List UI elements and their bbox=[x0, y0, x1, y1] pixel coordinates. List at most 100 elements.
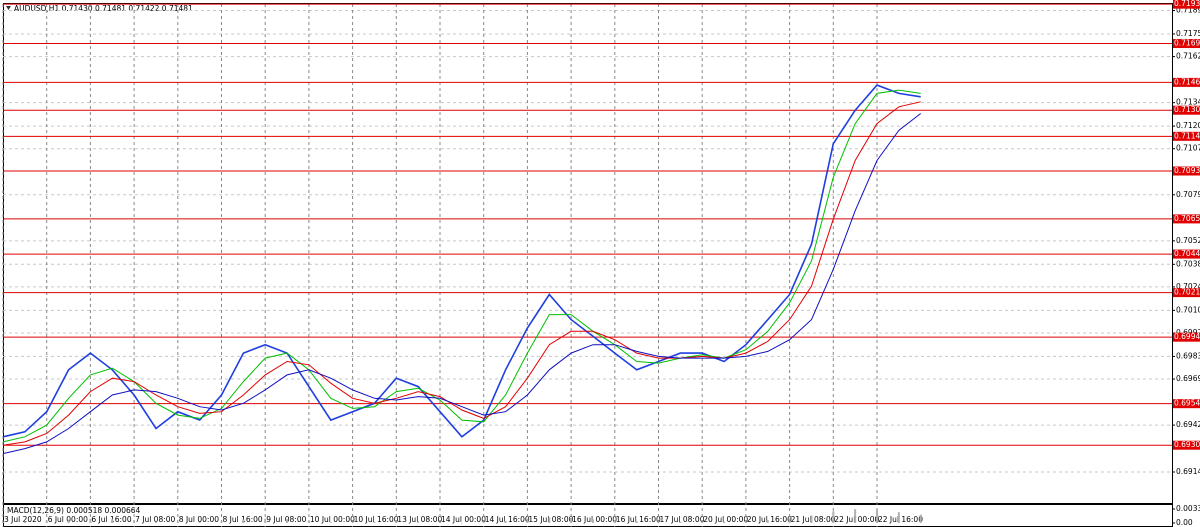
macd-bar bbox=[635, 521, 638, 523]
level-label: 0.71466 bbox=[1174, 77, 1200, 86]
x-tick-label: 16 Jul 16:00 bbox=[616, 515, 661, 524]
macd-bar bbox=[154, 521, 157, 523]
y-tick-label: 0.00335 bbox=[1176, 504, 1200, 513]
macd-bar bbox=[701, 521, 704, 523]
macd-bar bbox=[307, 520, 310, 523]
x-tick-label: 22 Jul 00:00 bbox=[834, 515, 879, 524]
level-label: 0.70937 bbox=[1174, 166, 1200, 175]
x-tick-label: 15 Jul 08:00 bbox=[528, 515, 573, 524]
macd-bar bbox=[548, 517, 551, 523]
y-tick-label: 0.71205 bbox=[1176, 121, 1200, 130]
x-tick-label: 16 Jul 00:00 bbox=[572, 515, 617, 524]
macd-bar bbox=[526, 518, 529, 523]
macd-bar bbox=[897, 512, 900, 523]
level-label-box bbox=[1173, 0, 1200, 9]
macd-bar bbox=[242, 519, 245, 523]
price-line bbox=[2, 84, 921, 438]
macd-bar bbox=[854, 509, 857, 523]
level-label: 0.71144 bbox=[1174, 131, 1200, 140]
level-label: 0.70651 bbox=[1174, 214, 1200, 223]
macd-bar bbox=[111, 519, 114, 523]
level-label: 0.70211 bbox=[1174, 288, 1200, 297]
macd-bar bbox=[613, 520, 616, 523]
level-label: 0.69945 bbox=[1174, 332, 1200, 341]
x-tick-label: 3 Jul 2020 bbox=[4, 515, 42, 524]
y-tick-label: 0.70245 bbox=[1176, 282, 1200, 291]
y-tick-label: 0.00 bbox=[1176, 518, 1193, 527]
level-label-box bbox=[1173, 288, 1200, 298]
macd-bar bbox=[329, 522, 332, 523]
x-tick-label: 8 Jul 16:00 bbox=[223, 515, 263, 524]
level-label: 0.71933 bbox=[1174, 0, 1200, 8]
chart-title: AUDUSD,H1 0.71430 0.71481 0.71422 0.7148… bbox=[14, 4, 193, 13]
macd-bar bbox=[133, 520, 136, 523]
y-tick-label: 0.70105 bbox=[1176, 305, 1200, 314]
macd-bar bbox=[23, 521, 26, 523]
macd-bar bbox=[482, 522, 485, 524]
x-tick-label: 8 Jul 00:00 bbox=[179, 515, 219, 524]
x-tick-label: 14 Jul 16:00 bbox=[485, 515, 530, 524]
level-label-box bbox=[1173, 249, 1200, 259]
level-label-box bbox=[1173, 440, 1200, 450]
macd-bar bbox=[657, 521, 660, 523]
x-tick-label: 10 Jul 00:00 bbox=[310, 515, 355, 524]
macd-bar bbox=[810, 515, 813, 523]
level-label-box bbox=[1173, 214, 1200, 224]
level-label: 0.69548 bbox=[1174, 399, 1200, 408]
macd-bar bbox=[198, 522, 201, 523]
menu-icon[interactable] bbox=[6, 6, 11, 10]
macd-bar bbox=[176, 522, 179, 523]
moving-average bbox=[2, 89, 921, 443]
level-label-box bbox=[1173, 77, 1200, 87]
macd-bar bbox=[89, 518, 92, 523]
x-tick-label: 21 Jul 08:00 bbox=[791, 515, 836, 524]
macd-bar bbox=[788, 518, 791, 523]
macd-bar bbox=[919, 514, 922, 523]
moving-average bbox=[2, 101, 921, 446]
macd-bar bbox=[744, 521, 747, 523]
x-tick-label: 14 Jul 00:00 bbox=[441, 515, 486, 524]
macd-title: MACD(12,26,9) 0.000518 0.000664 bbox=[7, 506, 141, 515]
y-tick-label: 0.71895 bbox=[1176, 6, 1200, 15]
level-label: 0.71698 bbox=[1174, 39, 1200, 48]
x-tick-label: 17 Jul 08:00 bbox=[660, 515, 705, 524]
level-label-box bbox=[1173, 105, 1200, 115]
macd-bar bbox=[264, 518, 267, 523]
x-tick-label: 6 Jul 00:00 bbox=[48, 515, 88, 524]
macd-bar bbox=[679, 521, 682, 523]
y-tick-label: 0.71755 bbox=[1176, 29, 1200, 38]
macd-bar bbox=[570, 517, 573, 523]
x-tick-label: 7 Jul 08:00 bbox=[135, 515, 175, 524]
level-label-box bbox=[1173, 131, 1200, 141]
macd-bar bbox=[220, 521, 223, 523]
x-tick-label: 20 Jul 00:00 bbox=[703, 515, 748, 524]
macd-bar bbox=[67, 519, 70, 523]
y-tick-label: 0.71345 bbox=[1176, 98, 1200, 107]
macd-bar bbox=[2, 522, 4, 523]
x-tick-label: 10 Jul 16:00 bbox=[354, 515, 399, 524]
macd-bar bbox=[591, 519, 594, 523]
macd-bar bbox=[832, 511, 835, 523]
macd-bar bbox=[286, 519, 289, 523]
level-label: 0.70441 bbox=[1174, 249, 1200, 258]
level-label-box bbox=[1173, 39, 1200, 49]
x-tick-label: 22 Jul 16:00 bbox=[878, 515, 923, 524]
y-tick-label: 0.69140 bbox=[1176, 467, 1200, 476]
macd-bar bbox=[417, 521, 420, 523]
level-label-box bbox=[1173, 399, 1200, 409]
macd-bar bbox=[460, 522, 463, 524]
y-tick-label: 0.69695 bbox=[1176, 374, 1200, 383]
macd-bar bbox=[876, 509, 878, 523]
macd-bar bbox=[351, 522, 354, 524]
